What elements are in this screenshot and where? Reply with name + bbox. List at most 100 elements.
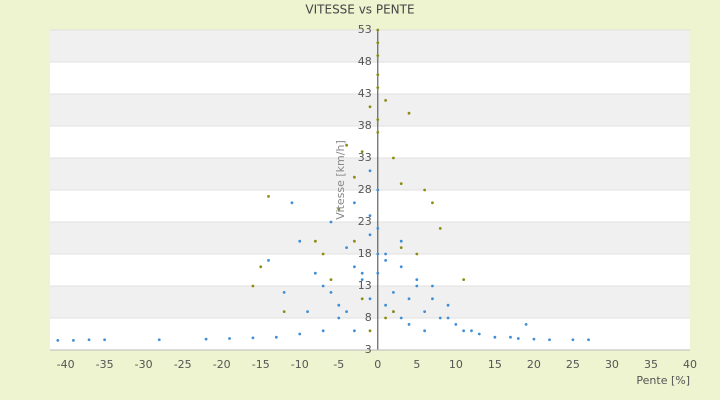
x-tick-label: 25 [566,358,580,371]
data-point [462,278,466,281]
data-point [493,335,497,339]
data-point [251,284,255,288]
data-point [321,329,325,333]
data-point [509,335,512,339]
x-tick-label: -10 [291,358,309,371]
data-point [352,239,356,243]
data-point [516,337,520,340]
data-point [384,303,388,307]
data-point [376,118,380,121]
grid-band [50,158,690,190]
data-point [392,310,395,313]
x-tick-label: -5 [333,358,344,371]
y-tick-label: 33 [358,151,372,164]
x-tick-label: 20 [527,358,541,371]
data-point [360,297,364,301]
data-point [368,169,372,173]
data-point [454,323,458,326]
data-point [431,297,434,301]
data-point [470,329,473,333]
data-point [548,338,551,342]
data-point [329,291,333,294]
data-point [352,175,356,179]
data-point [415,278,419,281]
grid-band [50,94,690,126]
data-point [384,99,388,102]
data-point [298,239,302,243]
x-tick-label: 0 [374,358,381,371]
data-point [352,265,356,269]
data-point [368,329,372,333]
data-point [345,310,348,313]
data-point [298,332,302,336]
y-tick-label: 43 [358,87,372,100]
data-point [368,233,372,237]
data-point [446,303,450,307]
data-point [376,41,380,45]
y-tick-label: 18 [358,247,372,260]
data-point [438,316,442,320]
x-tick-label: 15 [488,358,502,371]
data-point [532,337,536,341]
grid-band [50,286,690,318]
y-tick-label: 53 [358,23,372,36]
x-tick-label: 40 [683,358,697,371]
y-tick-label: 23 [358,215,372,228]
x-tick-label: -25 [174,358,192,371]
data-point [282,310,286,313]
x-tick-label: -15 [252,358,270,371]
y-tick-label: 13 [358,279,372,292]
y-axis-label: Vitesse [km/h] [334,140,347,220]
data-point [376,188,380,192]
data-point [376,271,380,275]
data-point [72,339,75,342]
data-point [345,143,348,147]
data-point [267,195,270,198]
data-point [407,323,411,326]
data-point [399,239,403,243]
data-point [376,28,380,32]
data-point [524,323,528,326]
data-point [376,252,380,256]
data-point [423,329,427,333]
data-point [329,278,333,281]
data-point [368,297,372,301]
data-point [376,54,380,57]
data-point [321,284,325,288]
data-point [392,156,395,160]
data-point [313,239,317,243]
y-tick-label: 48 [358,55,372,68]
x-tick-label: -30 [135,358,153,371]
data-point [376,131,380,134]
x-tick-label: -35 [96,358,114,371]
data-point [352,201,356,205]
x-tick-label: -20 [213,358,231,371]
data-point [204,337,208,341]
data-point [290,201,294,205]
data-point [462,329,466,333]
grid-band [50,222,690,254]
data-point [157,338,161,342]
chart-title: VITESSE vs PENTE [305,3,414,17]
data-point [337,303,341,307]
data-point [267,259,270,262]
data-point [259,265,263,269]
data-point [376,73,380,77]
data-point [423,310,427,313]
data-point [384,259,388,262]
data-point [337,207,341,211]
data-point [368,214,372,218]
data-point [337,316,341,320]
data-point [306,310,309,313]
data-point [399,265,403,269]
data-point [407,111,411,115]
data-point [282,291,286,294]
x-tick-label: 35 [644,358,658,371]
data-point [392,291,395,294]
data-point [431,201,434,205]
y-tick-label: 3 [365,343,372,356]
data-point [352,329,356,333]
data-point [360,150,364,154]
data-point [376,86,380,89]
